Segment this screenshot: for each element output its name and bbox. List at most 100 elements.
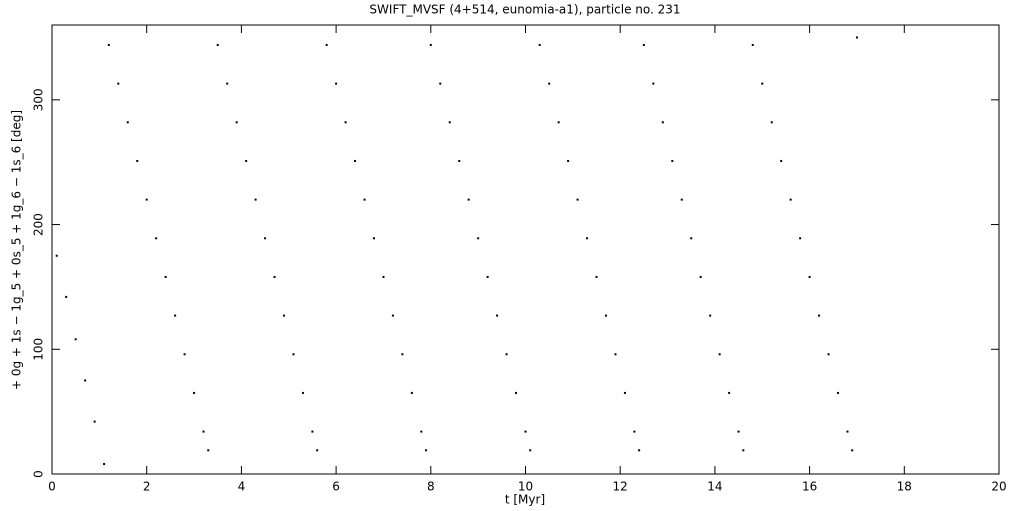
point xyxy=(93,420,96,423)
x-tick-label: 4 xyxy=(238,480,246,494)
point xyxy=(155,237,158,240)
x-tick-label: 0 xyxy=(48,480,56,494)
point xyxy=(354,159,357,162)
point xyxy=(264,237,267,240)
point xyxy=(174,314,177,317)
point xyxy=(827,353,830,356)
point xyxy=(505,353,508,356)
point xyxy=(226,82,229,85)
point xyxy=(529,449,532,452)
point xyxy=(742,449,745,452)
x-tick-label: 16 xyxy=(802,480,817,494)
x-axis-label: t [Myr] xyxy=(505,493,545,507)
point xyxy=(780,159,783,162)
point xyxy=(382,275,385,278)
point xyxy=(557,121,560,124)
point xyxy=(207,449,210,452)
y-tick-label: 0 xyxy=(32,470,46,478)
point xyxy=(486,275,489,278)
x-tick-label: 10 xyxy=(518,480,533,494)
point xyxy=(789,198,792,201)
point xyxy=(851,449,854,452)
point xyxy=(751,43,754,46)
point xyxy=(216,43,219,46)
point xyxy=(74,338,77,341)
point xyxy=(761,82,764,85)
point xyxy=(245,159,248,162)
point xyxy=(467,198,470,201)
point xyxy=(709,314,712,317)
x-tick-label: 18 xyxy=(897,480,912,494)
chart-title: SWIFT_MVSF (4+514, eunomia-a1), particle… xyxy=(369,3,680,17)
point xyxy=(254,198,257,201)
y-tick-label: 100 xyxy=(32,338,46,361)
x-tick-label: 12 xyxy=(613,480,628,494)
point xyxy=(363,198,366,201)
point xyxy=(439,82,442,85)
x-tick-label: 8 xyxy=(427,480,435,494)
x-tick-label: 20 xyxy=(991,480,1006,494)
point xyxy=(576,198,579,201)
point xyxy=(401,353,404,356)
point xyxy=(183,353,186,356)
point xyxy=(586,237,589,240)
point xyxy=(661,121,664,124)
point xyxy=(671,159,674,162)
point xyxy=(117,82,120,85)
point xyxy=(84,379,87,382)
point xyxy=(855,36,858,39)
point xyxy=(699,275,702,278)
point xyxy=(818,314,821,317)
point xyxy=(548,82,551,85)
point xyxy=(103,463,106,466)
point xyxy=(808,275,811,278)
point xyxy=(799,237,802,240)
point xyxy=(107,43,110,46)
point xyxy=(623,391,626,394)
point xyxy=(429,43,432,46)
point xyxy=(595,275,598,278)
point xyxy=(496,314,499,317)
point xyxy=(728,391,731,394)
x-tick-label: 14 xyxy=(707,480,722,494)
point xyxy=(515,391,518,394)
point xyxy=(458,159,461,162)
y-tick-label: 200 xyxy=(32,213,46,236)
point xyxy=(311,430,314,433)
point xyxy=(202,430,205,433)
point xyxy=(425,449,428,452)
point xyxy=(136,159,139,162)
x-tick-label: 6 xyxy=(332,480,340,494)
point xyxy=(126,121,129,124)
point xyxy=(344,121,347,124)
point xyxy=(477,237,480,240)
point xyxy=(235,121,238,124)
point xyxy=(145,198,148,201)
point xyxy=(164,275,167,278)
point xyxy=(690,237,693,240)
point xyxy=(538,43,541,46)
point xyxy=(448,121,451,124)
point xyxy=(652,82,655,85)
point xyxy=(837,391,840,394)
point xyxy=(335,82,338,85)
point xyxy=(567,159,570,162)
point xyxy=(420,430,423,433)
x-tick-label: 2 xyxy=(143,480,151,494)
point xyxy=(614,353,617,356)
point xyxy=(292,353,295,356)
y-axis-label: + 0g + 1s − 1g_5 + 0s_5 + 1g_6 − 1s_6 [d… xyxy=(10,110,24,390)
point xyxy=(524,430,527,433)
point xyxy=(633,430,636,433)
point xyxy=(55,254,58,257)
point xyxy=(193,391,196,394)
point xyxy=(770,121,773,124)
point xyxy=(846,430,849,433)
y-tick-label: 300 xyxy=(32,88,46,111)
point xyxy=(638,449,641,452)
point xyxy=(391,314,394,317)
point xyxy=(283,314,286,317)
point xyxy=(410,391,413,394)
point xyxy=(301,391,304,394)
